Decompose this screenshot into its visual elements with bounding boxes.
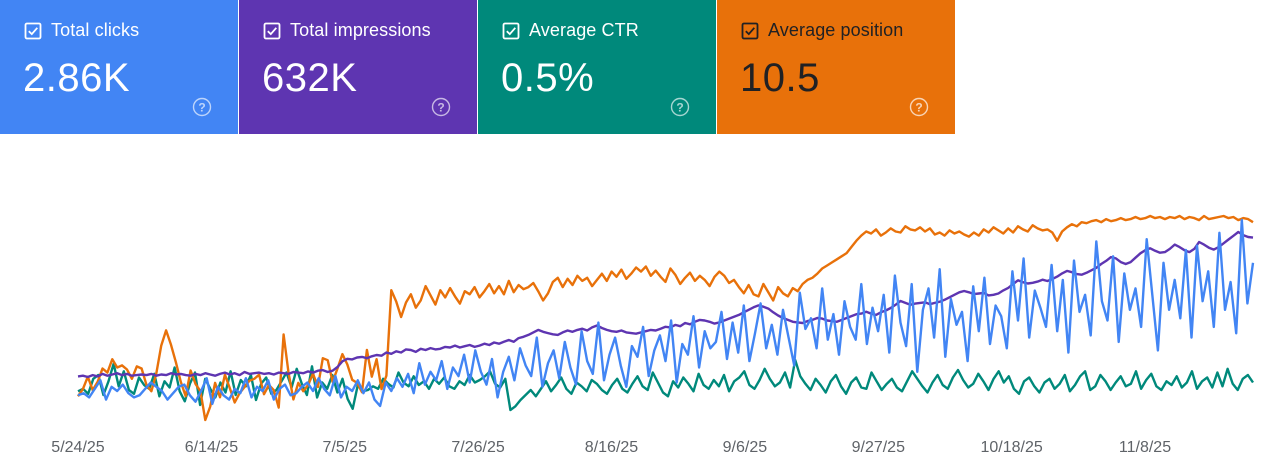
performance-line-chart[interactable]: 5/24/25 6/14/25 7/5/25 7/26/25 8/16/25 9/6/25… xyxy=(0,134,1280,466)
checkbox-checked-icon[interactable] xyxy=(263,22,281,40)
metric-label: Total clicks xyxy=(51,20,140,40)
x-tick-label: 7/5/25 xyxy=(323,439,368,456)
metric-card-header: Average CTR xyxy=(502,20,639,41)
help-circle-icon[interactable]: ? xyxy=(192,97,212,117)
series-line-average-ctr[interactable] xyxy=(77,358,1254,412)
metric-label: Average position xyxy=(768,20,904,40)
metric-card-average-ctr[interactable]: Average CTR 0.5% ? xyxy=(478,0,716,134)
metric-card-total-clicks[interactable]: Total clicks 2.86K ? xyxy=(0,0,238,134)
metric-value: 0.5% xyxy=(501,56,595,100)
metric-card-header: Average position xyxy=(741,20,903,41)
help-circle-icon[interactable]: ? xyxy=(670,97,690,117)
metric-value: 632K xyxy=(262,56,358,100)
series-line-average-position[interactable] xyxy=(77,214,1254,422)
x-tick-label: 6/14/25 xyxy=(185,439,238,456)
svg-text:?: ? xyxy=(198,100,205,114)
series-line-total-clicks[interactable] xyxy=(77,218,1255,408)
help-circle-icon[interactable]: ? xyxy=(909,97,929,117)
svg-text:?: ? xyxy=(437,100,444,114)
checkbox-checked-icon[interactable] xyxy=(502,22,520,40)
metric-card-header: Total impressions xyxy=(263,20,431,41)
metric-card-header: Total clicks xyxy=(24,20,139,41)
svg-text:?: ? xyxy=(915,100,922,114)
x-tick-label: 11/8/25 xyxy=(1119,439,1171,456)
x-tick-label: 7/26/25 xyxy=(451,439,504,456)
x-tick-label: 8/16/25 xyxy=(585,439,638,456)
metric-value: 2.86K xyxy=(23,56,131,100)
x-tick-label: 9/27/25 xyxy=(852,439,905,456)
metric-cards: Total clicks 2.86K ? Total impressions 6… xyxy=(0,0,955,134)
help-circle-icon[interactable]: ? xyxy=(431,97,451,117)
x-tick-label: 9/6/25 xyxy=(723,439,768,456)
metric-card-total-impressions[interactable]: Total impressions 632K ? xyxy=(239,0,477,134)
metric-value: 10.5 xyxy=(740,56,820,100)
metric-label: Total impressions xyxy=(290,20,431,40)
metric-card-average-position[interactable]: Average position 10.5 ? xyxy=(717,0,955,134)
metric-label: Average CTR xyxy=(529,20,639,40)
svg-text:?: ? xyxy=(676,100,683,114)
series-line-total-impressions[interactable] xyxy=(77,230,1254,379)
x-tick-label: 10/18/25 xyxy=(980,439,1042,456)
x-tick-label: 5/24/25 xyxy=(51,439,104,456)
checkbox-checked-icon[interactable] xyxy=(24,22,42,40)
checkbox-checked-icon[interactable] xyxy=(741,22,759,40)
